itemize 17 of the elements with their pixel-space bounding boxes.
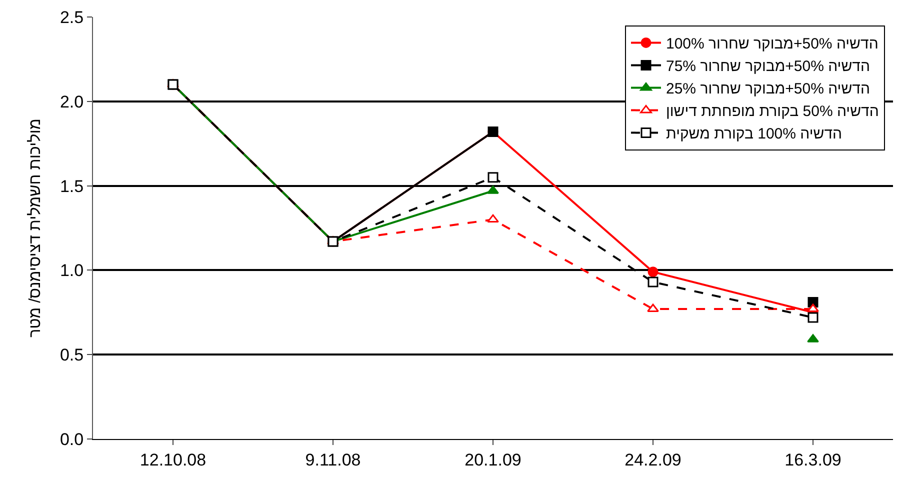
legend-label: הדשיה 50% בקורת מופחתת דישון: [666, 103, 879, 120]
legend-label: הדשיה 50%+מבוקר שחרור 75%: [666, 58, 870, 76]
y-tick-label: 1.0: [60, 261, 84, 280]
x-tick-label: 24.2.09: [624, 450, 682, 470]
legend-label: הדשיה 100% בקורת משקית: [666, 126, 842, 143]
legend-label: הדשיה 50%+מבוקר שחרור 25%: [666, 80, 870, 98]
x-tick-label: 16.3.09: [784, 450, 842, 470]
y-tick-label: 0.0: [60, 430, 84, 449]
legend-label: הדשיה 50%+מבוקר שחרור 100%: [666, 36, 878, 53]
y-tick-label: 0.5: [60, 346, 84, 365]
y-tick-label: 2.0: [60, 92, 84, 112]
x-tick-label: 20.1.09: [464, 450, 522, 470]
x-tick-label: 12.10.08: [140, 450, 206, 470]
x-tick-label: 9.11.08: [305, 450, 361, 470]
y-tick-label: 1.5: [60, 176, 84, 196]
y-axis-title: מוליכות חשמלית דציסימנס/ מטר: [26, 118, 44, 338]
y-tick-label: 2.5: [60, 8, 84, 27]
